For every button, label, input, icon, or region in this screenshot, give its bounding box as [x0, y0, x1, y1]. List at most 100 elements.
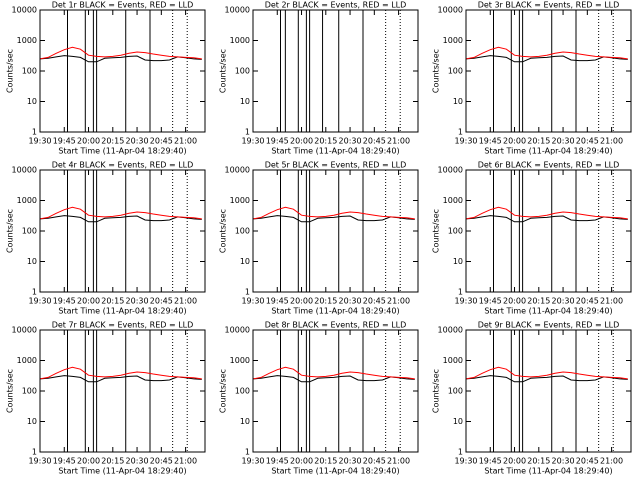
x-tick-label: 20:30	[552, 297, 575, 306]
x-tick-label: 19:45	[53, 457, 76, 466]
series-line	[465, 366, 628, 380]
series-line	[39, 206, 202, 220]
y-tick-label: 1	[458, 448, 463, 457]
y-tick-label: 10	[453, 97, 463, 106]
y-tick-label: 100	[448, 67, 463, 76]
x-tick-label: 21:00	[174, 297, 197, 306]
y-axis-label: Counts/sec	[6, 49, 15, 93]
x-tick-label: 20:45	[150, 297, 173, 306]
x-tick-label: 20:45	[363, 137, 386, 146]
y-tick-label: 1000	[230, 356, 250, 365]
x-axis-label: Start Time (11-Apr-04 18:29:40)	[271, 147, 399, 156]
y-axis-label: Counts/sec	[219, 49, 228, 93]
y-tick-label: 1000	[17, 356, 37, 365]
series-line	[252, 375, 415, 383]
chart-title: Det 7r BLACK = Events, RED = LLD	[52, 321, 194, 330]
y-axis-label: Counts/sec	[432, 209, 441, 253]
y-tick-label: 10	[27, 417, 37, 426]
y-tick-label: 10	[240, 417, 250, 426]
x-tick-label: 20:30	[339, 137, 362, 146]
y-tick-label: 10000	[438, 6, 463, 15]
plot-frame	[39, 169, 206, 293]
y-tick-label: 1	[245, 448, 250, 457]
plot-frame	[39, 9, 206, 133]
x-tick-label: 19:45	[479, 457, 502, 466]
y-tick-label: 1000	[443, 196, 463, 205]
x-tick-label: 20:30	[126, 297, 149, 306]
chart-title: Det 2r BLACK = Events, RED = LLD	[265, 1, 407, 10]
x-tick-label: 20:45	[363, 457, 386, 466]
y-tick-label: 1	[245, 128, 250, 137]
plot-frame	[252, 169, 419, 293]
x-tick-label: 20:00	[503, 457, 526, 466]
x-tick-label: 20:00	[290, 457, 313, 466]
x-tick-label: 20:00	[290, 137, 313, 146]
chart-title: Det 3r BLACK = Events, RED = LLD	[478, 1, 620, 10]
x-tick-label: 19:45	[53, 297, 76, 306]
y-tick-label: 100	[22, 387, 37, 396]
y-tick-label: 10000	[438, 166, 463, 175]
x-tick-label: 19:30	[454, 137, 477, 146]
y-tick-label: 1	[32, 288, 37, 297]
y-tick-label: 1	[458, 128, 463, 137]
x-tick-label: 20:30	[339, 297, 362, 306]
x-tick-label: 21:00	[387, 137, 410, 146]
y-axis-label: Counts/sec	[6, 369, 15, 413]
x-tick-label: 20:30	[339, 457, 362, 466]
x-tick-label: 19:45	[479, 297, 502, 306]
y-tick-label: 100	[235, 387, 250, 396]
series-line	[465, 46, 628, 60]
series-line	[252, 215, 415, 223]
x-tick-label: 21:00	[174, 137, 197, 146]
y-tick-label: 10	[453, 417, 463, 426]
series-line	[39, 215, 202, 223]
x-tick-label: 19:45	[266, 457, 289, 466]
y-tick-label: 10000	[225, 326, 250, 335]
y-tick-label: 100	[448, 227, 463, 236]
x-tick-label: 21:00	[387, 297, 410, 306]
x-tick-label: 20:45	[576, 457, 599, 466]
x-tick-label: 19:30	[28, 457, 51, 466]
x-tick-label: 21:00	[600, 137, 623, 146]
x-tick-label: 20:30	[552, 137, 575, 146]
x-axis-label: Start Time (11-Apr-04 18:29:40)	[271, 307, 399, 316]
plot-frame	[252, 329, 419, 453]
plot-frame	[465, 169, 632, 293]
x-tick-label: 19:30	[241, 297, 264, 306]
x-tick-label: 20:15	[527, 457, 550, 466]
y-tick-label: 10000	[225, 6, 250, 15]
y-tick-label: 100	[448, 387, 463, 396]
x-tick-label: 20:15	[314, 457, 337, 466]
x-tick-label: 20:00	[503, 297, 526, 306]
x-tick-label: 19:30	[28, 137, 51, 146]
x-tick-label: 19:30	[28, 297, 51, 306]
y-tick-label: 10000	[438, 326, 463, 335]
y-tick-label: 1000	[230, 36, 250, 45]
chart-title: Det 5r BLACK = Events, RED = LLD	[265, 161, 407, 170]
chart-title: Det 8r BLACK = Events, RED = LLD	[265, 321, 407, 330]
x-tick-label: 19:45	[266, 297, 289, 306]
y-tick-label: 10	[240, 257, 250, 266]
y-tick-label: 100	[22, 227, 37, 236]
x-axis-label: Start Time (11-Apr-04 18:29:40)	[58, 147, 186, 156]
plot-frame	[465, 329, 632, 453]
y-tick-label: 1	[32, 128, 37, 137]
y-tick-label: 10000	[12, 6, 37, 15]
x-axis-label: Start Time (11-Apr-04 18:29:40)	[484, 147, 612, 156]
x-tick-label: 20:15	[101, 457, 124, 466]
plot-frame	[39, 329, 206, 453]
y-tick-label: 1000	[17, 196, 37, 205]
plot-frame	[252, 9, 419, 133]
x-tick-label: 20:00	[77, 297, 100, 306]
x-tick-label: 21:00	[174, 457, 197, 466]
y-tick-label: 10	[27, 257, 37, 266]
y-tick-label: 10000	[225, 166, 250, 175]
y-tick-label: 10	[27, 97, 37, 106]
x-tick-label: 20:15	[314, 137, 337, 146]
series-line	[465, 375, 628, 383]
x-tick-label: 20:00	[77, 457, 100, 466]
y-axis-label: Counts/sec	[219, 369, 228, 413]
x-axis-label: Start Time (11-Apr-04 18:29:40)	[484, 467, 612, 476]
series-line	[465, 206, 628, 220]
